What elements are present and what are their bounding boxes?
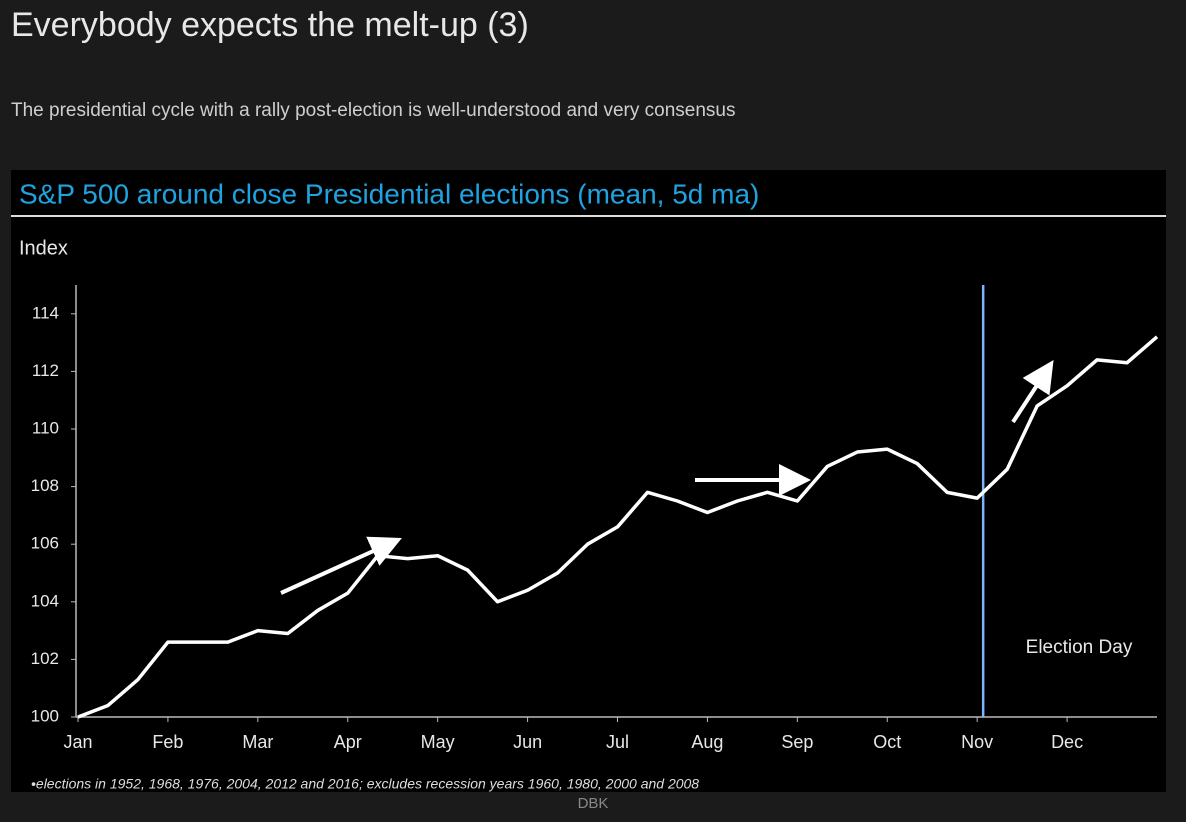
y-tick-label: 102 [31, 649, 59, 668]
x-tick-label: Oct [873, 732, 901, 752]
y-axis-label: Index [19, 237, 68, 259]
page-title: Everybody expects the melt-up (3) [11, 6, 529, 44]
annotation: Election Day [1026, 637, 1133, 658]
y-tick-label: 106 [31, 534, 59, 553]
x-tick-label: Jul [606, 732, 629, 752]
y-tick-label: 104 [31, 591, 59, 610]
y-tick-label: 108 [31, 476, 59, 495]
y-tick-label: 110 [32, 418, 59, 437]
x-tick-label: Apr [334, 732, 362, 752]
arrow [280, 536, 402, 595]
source: DBK [577, 795, 609, 812]
arrow [1011, 359, 1054, 424]
chart-title: S&P 500 around close Presidential electi… [19, 178, 759, 209]
x-tick-label: Feb [152, 732, 183, 752]
page-subtitle: The presidential cycle with a rally post… [11, 100, 736, 121]
x-tick-label: Jan [63, 732, 92, 752]
y-tick-label: 112 [32, 361, 59, 380]
y-tick-label: 114 [32, 303, 59, 322]
chart-background [11, 170, 1166, 792]
x-tick-label: Jun [513, 732, 542, 752]
x-tick-label: Sep [781, 732, 813, 752]
x-tick-label: May [421, 732, 455, 752]
footnote: •elections in 1952, 1968, 1976, 2004, 20… [31, 776, 699, 792]
x-tick-label: Aug [691, 732, 723, 752]
chart: S&P 500 around close Presidential electi… [11, 170, 1166, 792]
series-line [77, 335, 1159, 719]
y-tick-label: 100 [31, 706, 59, 725]
x-tick-label: Nov [961, 732, 993, 752]
x-tick-label: Dec [1051, 732, 1083, 752]
x-tick-label: Mar [242, 732, 273, 752]
